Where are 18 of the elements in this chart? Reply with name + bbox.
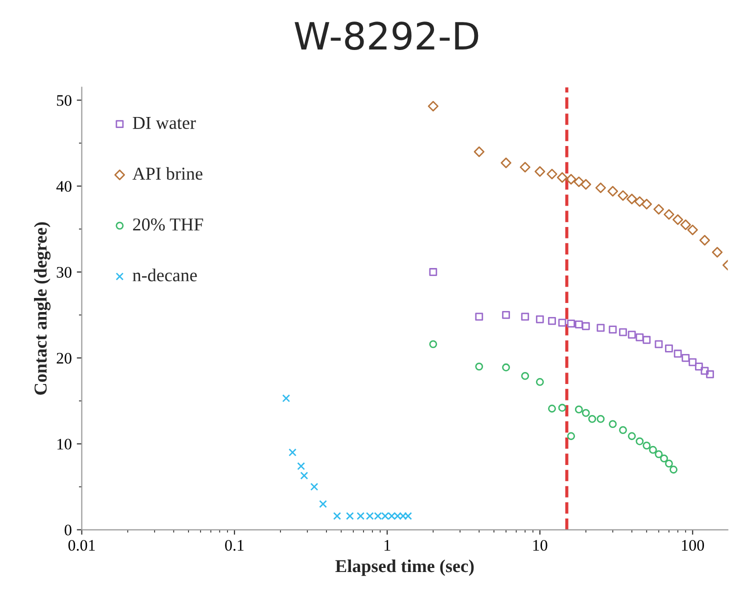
y-tick-label: 40 (56, 181, 72, 192)
legend-label: n-decane (132, 268, 197, 282)
y-tick-label: 10 (57, 438, 72, 450)
x-tick-label: 100 (682, 540, 704, 551)
x-tick-label: 10 (533, 540, 548, 551)
x-tick-label: 0.1 (225, 540, 244, 551)
y-tick-label: 30 (56, 266, 72, 278)
y-tick-label: 0 (64, 524, 72, 536)
legend-label: API brine (132, 167, 202, 180)
x-axis-title: Elapsed time (sec) (335, 560, 474, 576)
y-tick-label: 20 (56, 352, 72, 364)
legend-label: DI water (132, 116, 196, 129)
y-tick-label: 50 (56, 95, 72, 106)
legend-label: 20% THF (133, 218, 204, 231)
chart-title: W-8292-D (294, 22, 478, 50)
y-axis-title: Contact angle (degree) (34, 222, 51, 395)
x-tick-label: 1 (384, 540, 390, 551)
x-tick-label: 0.01 (68, 540, 95, 551)
